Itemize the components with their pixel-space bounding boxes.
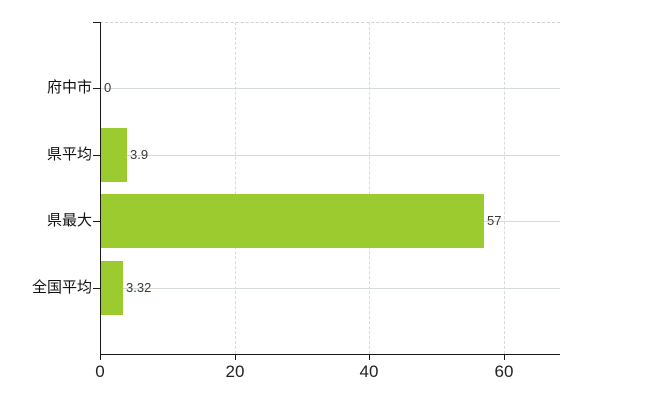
y-tick (93, 22, 100, 23)
value-label: 57 (487, 213, 502, 228)
y-tick (93, 155, 100, 156)
x-tick (504, 354, 505, 360)
category-label: 県最大 (46, 212, 92, 229)
category-label: 全国平均 (31, 279, 92, 296)
bar (101, 261, 123, 315)
category-label: 府中市 (46, 79, 92, 96)
x-tick-label: 60 (494, 362, 514, 381)
x-tick-label: 40 (359, 362, 379, 381)
x-tick (235, 354, 236, 360)
category-label: 県平均 (46, 146, 92, 163)
h-gridline (100, 155, 560, 156)
value-label: 0 (104, 80, 112, 95)
bar (101, 128, 127, 182)
bar (101, 194, 484, 248)
y-axis-line (100, 22, 101, 354)
y-tick (93, 88, 100, 89)
x-tick-label: 0 (95, 362, 105, 381)
v-gridline (369, 22, 370, 354)
x-tick-label: 20 (225, 362, 245, 381)
x-tick (100, 354, 101, 360)
h-gridline (100, 88, 560, 89)
plot-top-border (100, 22, 560, 23)
x-tick (369, 354, 370, 360)
v-gridline (235, 22, 236, 354)
x-axis-line (100, 354, 560, 355)
value-label: 3.32 (126, 280, 152, 295)
value-label: 3.9 (130, 147, 149, 162)
h-gridline (100, 288, 560, 289)
y-tick (93, 221, 100, 222)
v-gridline (504, 22, 505, 354)
y-tick (93, 288, 100, 289)
